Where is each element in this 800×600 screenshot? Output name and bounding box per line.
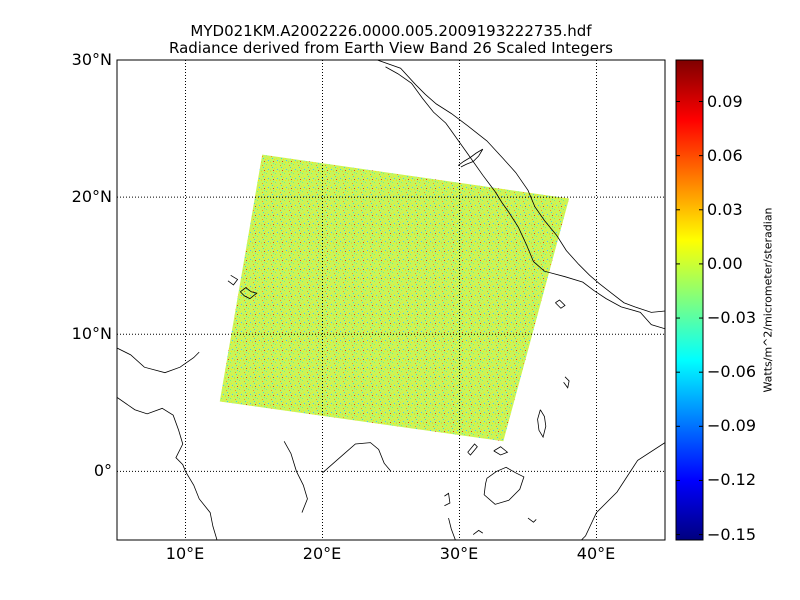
lat-label-20n: 20°N xyxy=(71,187,112,206)
colorbar xyxy=(675,59,704,541)
coastline-lake-kyoga xyxy=(493,446,509,456)
lon-label-10e: 10°E xyxy=(165,544,205,563)
lon-label-20e: 20°E xyxy=(302,544,342,563)
figure-title: MYD021KM.A2002226.0000.005.2009193222735… xyxy=(190,22,592,40)
coastline-lake-victoria xyxy=(483,466,525,505)
coastline-lake-tana xyxy=(555,299,566,309)
coastline-tanganyika xyxy=(448,517,456,540)
colorbar-tick-label: −0.15 xyxy=(707,524,757,544)
coastline-niger-border xyxy=(117,347,200,374)
coastline-red-sea-east xyxy=(377,60,665,313)
colorbar-tick-label: −0.03 xyxy=(707,308,757,328)
lat-label-30n: 30°N xyxy=(71,50,112,69)
coastline-red-sea-west xyxy=(385,66,665,330)
colorbar-tick-label: 0.03 xyxy=(707,199,743,219)
lat-label-0: 0° xyxy=(93,461,112,480)
map-frame xyxy=(116,59,666,541)
colorbar-tick-label: −0.12 xyxy=(707,470,757,490)
colorbar-label: Watts/m^2/micrometer/steradian xyxy=(761,207,775,393)
colorbar-tick-label: 0.09 xyxy=(707,91,743,111)
coastline-lake-nasser xyxy=(457,148,484,168)
coastline-congo-river xyxy=(322,442,392,474)
coastline-lake-chad xyxy=(240,287,258,300)
figure-subtitle: Radiance derived from Earth View Band 26… xyxy=(169,39,613,57)
coastline-ubangi xyxy=(283,441,308,513)
coastline-abaya xyxy=(563,376,570,389)
lon-label-30e: 30°E xyxy=(439,544,479,563)
coastline-lake-turkana xyxy=(537,409,547,439)
coastline-cameroon xyxy=(117,397,218,540)
colorbar-tick-label: −0.06 xyxy=(707,362,757,382)
coastline-lake-albert xyxy=(467,443,478,456)
colorbar-tick-label: 0.06 xyxy=(707,145,743,165)
coastline-indian-ocean xyxy=(581,442,665,540)
coastline-lake-eyasi xyxy=(527,517,537,523)
radiance-swath xyxy=(219,154,570,442)
lon-label-40e: 40°E xyxy=(576,544,616,563)
coastline-rukwa xyxy=(472,529,484,535)
coastline-lake-chad-islet xyxy=(227,274,239,286)
colorbar-tick-label: 0.00 xyxy=(707,253,743,273)
coastline-lake-kivu xyxy=(444,492,451,507)
lat-label-10n: 10°N xyxy=(71,324,112,343)
colorbar-tick-label: −0.09 xyxy=(707,416,757,436)
